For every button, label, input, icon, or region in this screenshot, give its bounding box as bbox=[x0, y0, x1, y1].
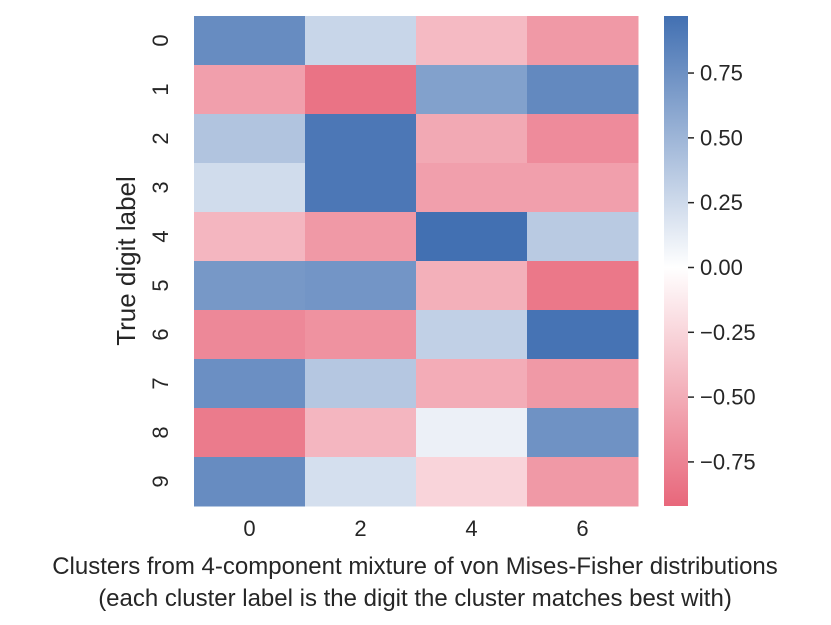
heatmap-cell-r4-c0 bbox=[194, 212, 306, 262]
heatmap-cell-r8-c3 bbox=[527, 408, 639, 458]
heatmap-cell-r6-c1 bbox=[305, 310, 417, 360]
heatmap-cell-r7-c2 bbox=[416, 359, 528, 409]
heatmap-cell-r5-c3 bbox=[527, 261, 639, 311]
heatmap-cell-r9-c2 bbox=[416, 457, 528, 507]
heatmap-cell-r6-c3 bbox=[527, 310, 639, 360]
colorbar-tick-label: 0.25 bbox=[700, 190, 743, 215]
colorbar-tick-label: 0.75 bbox=[700, 61, 743, 86]
heatmap-cell-r2-c3 bbox=[527, 114, 639, 164]
y-tick-label: 2 bbox=[148, 132, 173, 144]
heatmap-cell-r2-c1 bbox=[305, 114, 417, 164]
heatmap-cell-r4-c2 bbox=[416, 212, 528, 262]
x-tick-label: 0 bbox=[243, 516, 255, 541]
heatmap-cell-r3-c1 bbox=[305, 163, 417, 213]
colorbar-ticks: 0.75 0.50 0.25 0.00 −0.25 −0.50 −0.75 bbox=[688, 61, 756, 474]
heatmap-cell-r1-c0 bbox=[194, 65, 306, 115]
heatmap-cell-r0-c1 bbox=[305, 16, 417, 66]
x-axis-label: Clusters from 4-component mixture of von… bbox=[52, 553, 778, 580]
heatmap-cell-r0-c2 bbox=[416, 16, 528, 66]
heatmap-cell-r4-c3 bbox=[527, 212, 639, 262]
y-tick-label: 9 bbox=[148, 475, 173, 487]
x-tick-label: 2 bbox=[354, 516, 366, 541]
y-tick-label: 3 bbox=[148, 181, 173, 193]
heatmap-cell-r2-c2 bbox=[416, 114, 528, 164]
x-tick-label: 6 bbox=[576, 516, 588, 541]
y-tick-label: 6 bbox=[148, 328, 173, 340]
heatmap-cell-r5-c1 bbox=[305, 261, 417, 311]
heatmap-cell-r6-c0 bbox=[194, 310, 306, 360]
x-tick-label: 4 bbox=[465, 516, 477, 541]
heatmap-cell-r1-c2 bbox=[416, 65, 528, 115]
y-tick-label: 8 bbox=[148, 426, 173, 438]
heatmap-cell-r7-c0 bbox=[194, 359, 306, 409]
heatmap-cell-r3-c3 bbox=[527, 163, 639, 213]
y-tick-label: 7 bbox=[148, 377, 173, 389]
heatmap-cell-r1-c3 bbox=[527, 65, 639, 115]
y-tick-label: 1 bbox=[148, 83, 173, 95]
heatmap-cell-r6-c2 bbox=[416, 310, 528, 360]
heatmap-cell-r3-c2 bbox=[416, 163, 528, 213]
x-axis-label-line2: (each cluster label is the digit the clu… bbox=[98, 585, 732, 612]
colorbar-tick-label: 0.50 bbox=[700, 125, 743, 150]
y-axis-ticks: 0 1 2 3 4 5 6 7 8 9 bbox=[148, 34, 173, 487]
heatmap-cell-r5-c2 bbox=[416, 261, 528, 311]
y-axis-label: True digit label bbox=[111, 176, 141, 346]
colorbar-tick-label: −0.50 bbox=[700, 385, 756, 410]
heatmap-cell-r0-c3 bbox=[527, 16, 639, 66]
heatmap-cell-r8-c1 bbox=[305, 408, 417, 458]
heatmap-cell-r7-c1 bbox=[305, 359, 417, 409]
heatmap-cell-r9-c1 bbox=[305, 457, 417, 507]
heatmap-cell-r4-c1 bbox=[305, 212, 417, 262]
y-tick-label: 0 bbox=[148, 34, 173, 46]
heatmap-cell-r3-c0 bbox=[194, 163, 306, 213]
heatmap-cell-r5-c0 bbox=[194, 261, 306, 311]
colorbar bbox=[664, 16, 688, 506]
y-tick-label: 5 bbox=[148, 279, 173, 291]
heatmap-cells bbox=[194, 16, 639, 507]
heatmap-cell-r7-c3 bbox=[527, 359, 639, 409]
heatmap-cell-r8-c2 bbox=[416, 408, 528, 458]
heatmap-cell-r0-c0 bbox=[194, 16, 306, 66]
heatmap-cell-r9-c0 bbox=[194, 457, 306, 507]
colorbar-tick-label: −0.75 bbox=[700, 449, 756, 474]
colorbar-tick-label: 0.00 bbox=[700, 255, 743, 280]
heatmap-cell-r8-c0 bbox=[194, 408, 306, 458]
colorbar-tick-label: −0.25 bbox=[700, 320, 756, 345]
y-tick-label: 4 bbox=[148, 230, 173, 242]
heatmap-cell-r1-c1 bbox=[305, 65, 417, 115]
heatmap-cell-r9-c3 bbox=[527, 457, 639, 507]
heatmap-cell-r2-c0 bbox=[194, 114, 306, 164]
x-axis-ticks: 0 2 4 6 bbox=[243, 516, 588, 541]
